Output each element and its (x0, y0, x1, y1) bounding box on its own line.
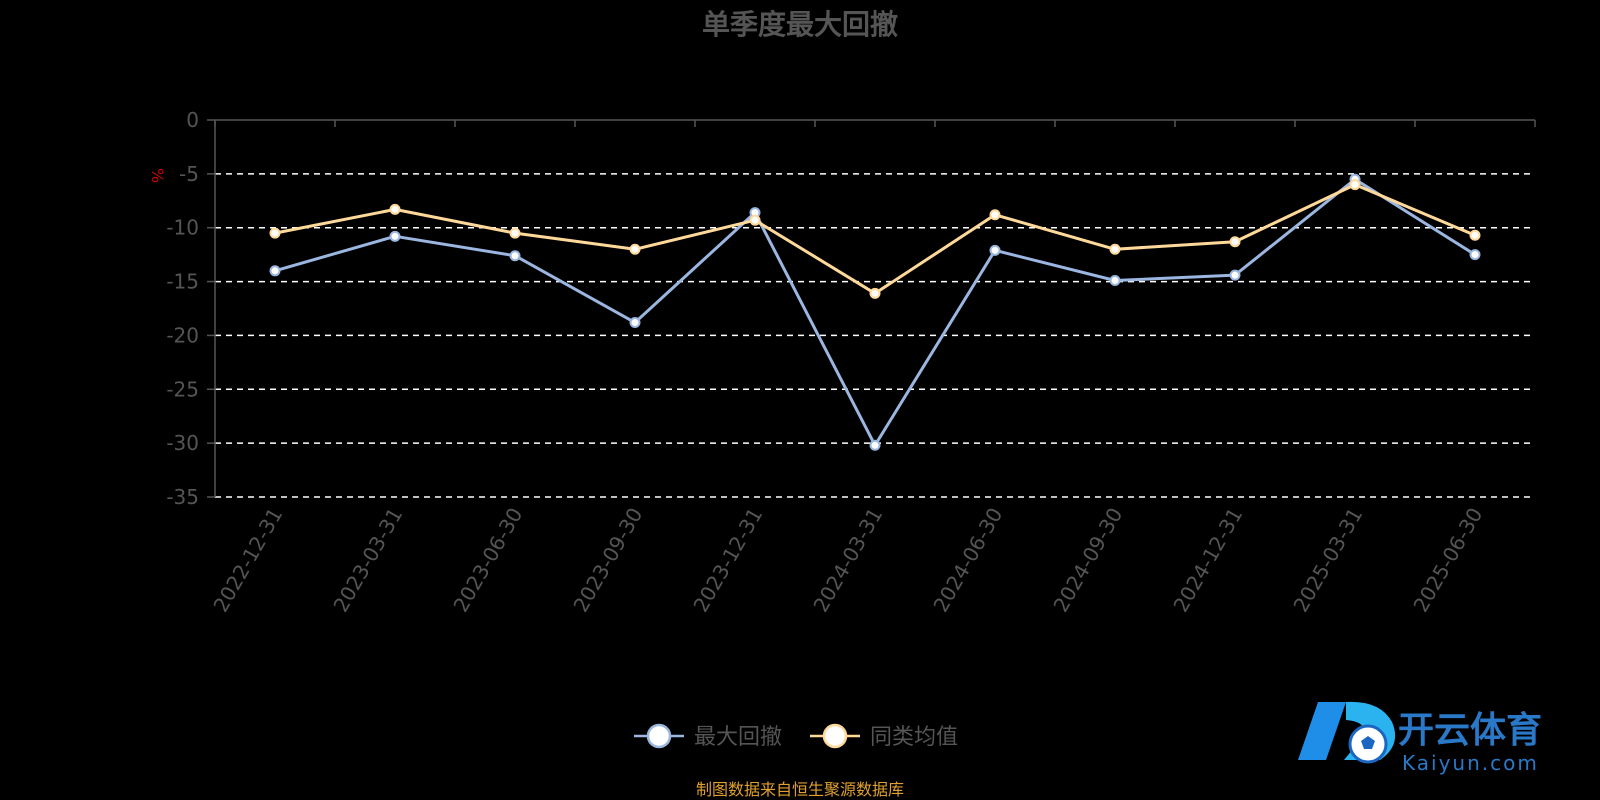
legend-marker-icon (646, 723, 672, 749)
chart-title: 单季度最大回撤 (702, 8, 898, 41)
series-2 (269, 179, 1481, 299)
series-layer (269, 173, 1481, 451)
legend: 最大回撤 同类均值 (634, 723, 958, 750)
data-point (869, 439, 881, 451)
x-tick-label: 2024-09-30 (1048, 504, 1127, 617)
y-tick-label: -30 (166, 431, 199, 455)
y-tick-label: -15 (166, 270, 199, 294)
series-1 (269, 173, 1481, 451)
y-tick-label: -20 (166, 323, 199, 347)
legend-item: 同类均值 (810, 723, 958, 750)
x-tick-label: 2025-06-30 (1408, 504, 1487, 617)
x-tick-label: 2022-12-31 (208, 504, 287, 617)
x-tick-label: 2024-12-31 (1168, 504, 1247, 617)
data-point (629, 317, 641, 329)
data-point (1109, 274, 1121, 286)
legend-label: 同类均值 (870, 725, 958, 750)
x-tick-label: 2023-09-30 (568, 504, 647, 617)
y-axis-ticks: 0 -5 -10 -15 -20 -25 -30 -35 (166, 108, 215, 509)
logo-sub-text: Kaiyun.com (1402, 751, 1539, 775)
data-point (1109, 243, 1121, 255)
data-point (629, 243, 641, 255)
data-point (269, 265, 281, 277)
kaiyun-logo: 开云体育 Kaiyun.com (1298, 701, 1542, 775)
y-axis-unit: % (148, 168, 167, 183)
y-tick-label: -25 (166, 377, 199, 401)
data-point (509, 250, 521, 262)
x-tick-label: 2024-06-30 (928, 504, 1007, 617)
data-point (989, 209, 1001, 221)
y-tick-label: 0 (186, 108, 199, 132)
data-point (1349, 179, 1361, 191)
logo-main-text: 开云体育 (1398, 710, 1542, 751)
legend-item: 最大回撤 (634, 723, 782, 750)
x-tick-label: 2023-06-30 (448, 504, 527, 617)
series-line (274, 177, 1476, 447)
x-tick-label: 2024-03-31 (808, 504, 887, 617)
data-point (1229, 236, 1241, 248)
data-point (389, 230, 401, 242)
legend-label: 最大回撤 (694, 725, 782, 750)
x-tick-label: 2023-03-31 (328, 504, 407, 617)
legend-marker-icon (822, 723, 848, 749)
x-tick-label: 2025-03-31 (1288, 504, 1367, 617)
x-axis-ticks: 2022-12-31 2023-03-31 2023-06-30 2023-09-30… (208, 504, 1487, 617)
y-tick-label: -10 (166, 216, 199, 240)
data-point (749, 214, 761, 226)
data-point (269, 227, 281, 239)
x-tick-label: 2023-12-31 (688, 504, 767, 617)
data-point (989, 244, 1001, 256)
axes (214, 119, 1536, 497)
series-line (274, 183, 1476, 295)
data-point (509, 227, 521, 239)
data-point (869, 287, 881, 299)
data-point (1469, 229, 1481, 241)
data-point (389, 203, 401, 215)
y-tick-label: -5 (179, 162, 199, 186)
data-point (1469, 249, 1481, 261)
source-note: 制图数据来自恒生聚源数据库 (696, 780, 904, 799)
y-tick-label: -35 (166, 485, 199, 509)
logo-mark-icon (1298, 701, 1396, 764)
data-point (1229, 269, 1241, 281)
